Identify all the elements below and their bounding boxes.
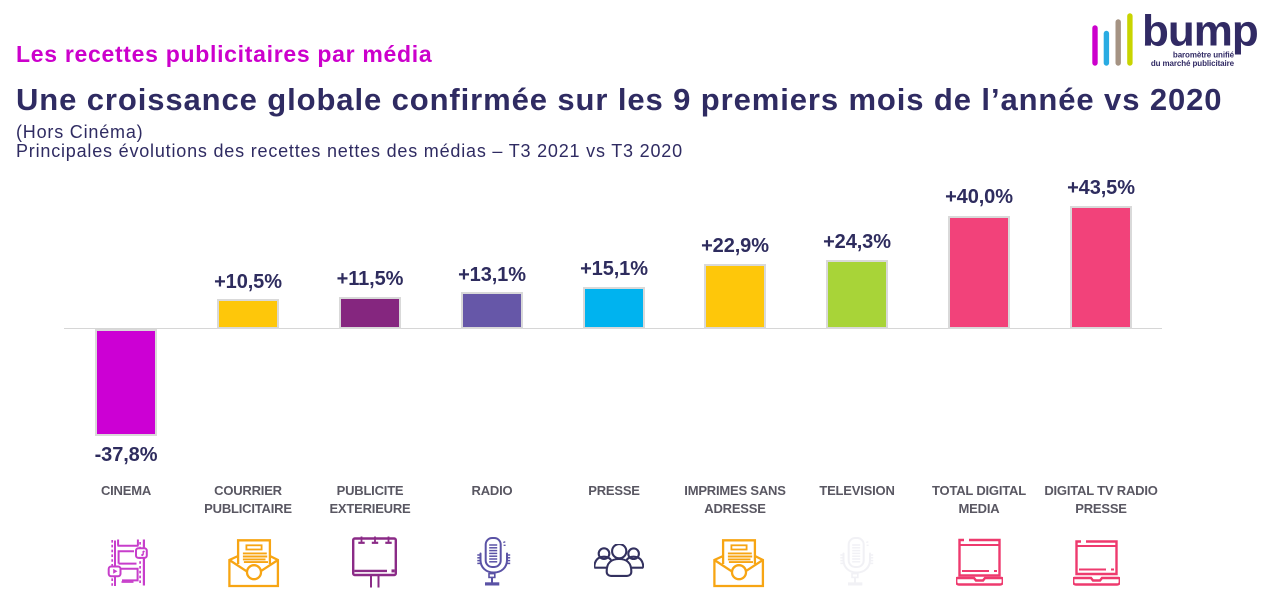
svg-text:baromètre unifié: baromètre unifié [1173, 51, 1235, 60]
svg-text:du marché publicitaire: du marché publicitaire [1151, 59, 1235, 68]
svg-text:bump: bump [1142, 7, 1258, 56]
